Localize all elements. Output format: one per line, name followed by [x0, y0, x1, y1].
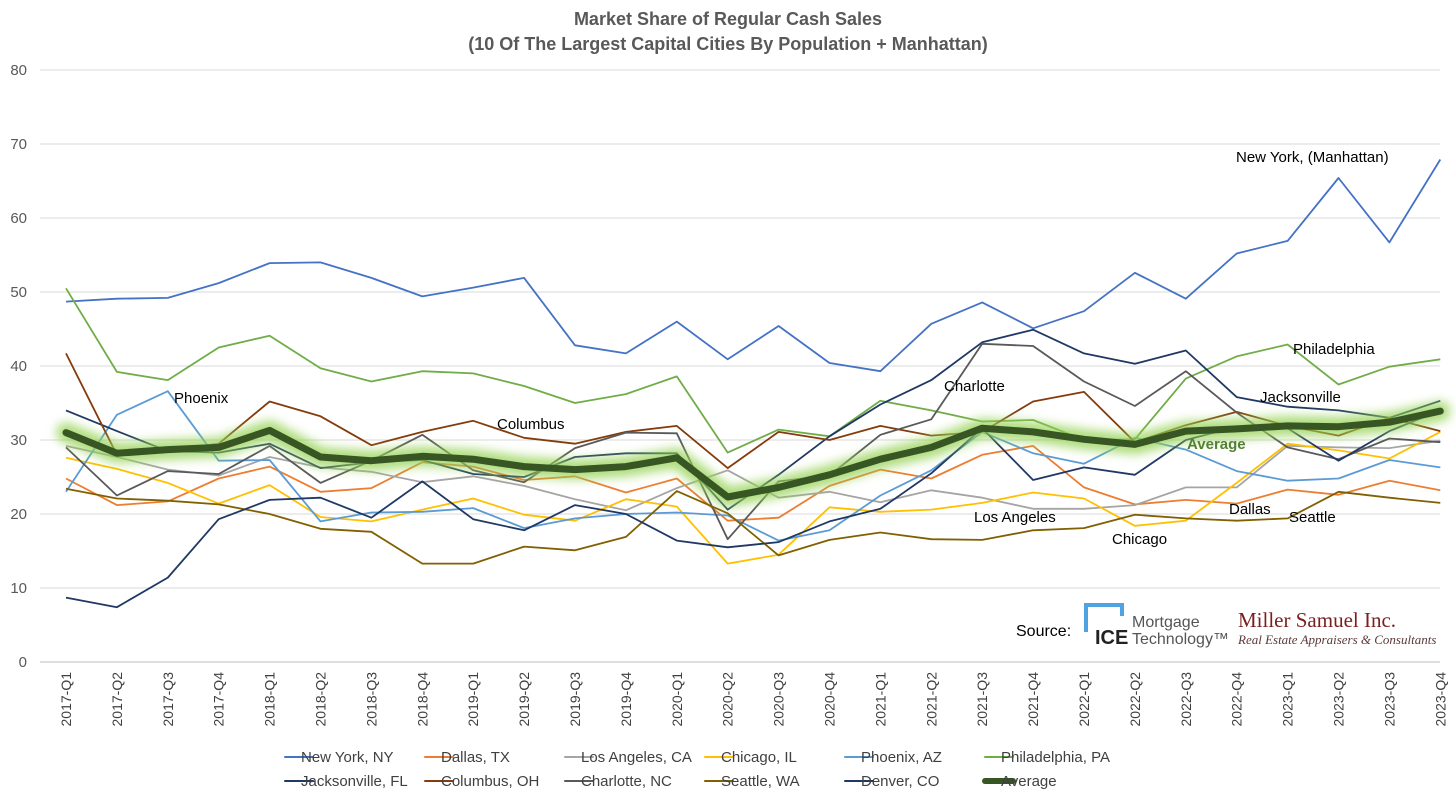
x-tick-label: 2018-Q1: [262, 672, 278, 727]
x-tick-label: 2020-Q1: [669, 672, 685, 727]
x-tick-label: 2020-Q3: [771, 672, 787, 727]
legend: New York, NY Dallas, TX Los Angeles, CA Chi…: [284, 749, 1110, 790]
source-label: Source:: [1016, 623, 1071, 640]
x-tick-label: 2021-Q1: [872, 672, 888, 727]
annotation-dallas: Dallas: [1229, 501, 1271, 518]
series-lines: [65, 159, 1442, 609]
annotation-los-angeles: Los Angeles: [974, 509, 1056, 526]
y-tick-label: 10: [10, 580, 27, 597]
series-line-chicago-il: [65, 431, 1441, 565]
series-average-line: [62, 407, 1444, 501]
ice-logo: ICE Mortgage Technology™: [1084, 603, 1229, 649]
annotation-columbus: Columbus: [497, 416, 565, 433]
x-axis-ticks: 2017-Q1 2017-Q2 2017-Q3 2017-Q4 2018-Q1 2018-…: [58, 672, 1448, 727]
y-tick-label: 30: [10, 432, 27, 449]
chart-title: Market Share of Regular Cash Sales: [574, 9, 882, 29]
x-tick-label: 2023-Q1: [1280, 672, 1296, 727]
legend-label-seattle-wa: Seattle, WA: [721, 773, 800, 790]
x-tick-label: 2022-Q4: [1229, 672, 1245, 727]
x-tick-label: 2019-Q2: [516, 672, 532, 727]
ice-line1: Mortgage: [1132, 614, 1200, 631]
source-block: Source: ICE Mortgage Technology™ Miller …: [1016, 603, 1436, 649]
x-tick-label: 2019-Q4: [618, 672, 634, 727]
x-tick-label: 2022-Q1: [1076, 672, 1092, 727]
legend-label-jacksonville-fl: Jacksonville, FL: [301, 773, 408, 790]
series-line-columbus-oh: [65, 352, 1441, 470]
x-tick-label: 2017-Q2: [109, 672, 125, 727]
x-tick-label: 2019-Q3: [567, 672, 583, 727]
y-axis-ticks: 0 10 20 30 40 50 60 70 80: [10, 62, 27, 671]
y-tick-label: 40: [10, 358, 27, 375]
annotation-average: Average: [1187, 436, 1246, 453]
x-tick-label: 2018-Q4: [414, 672, 430, 727]
y-tick-label: 60: [10, 210, 27, 227]
annotation-jacksonville: Jacksonville: [1260, 389, 1341, 406]
x-tick-label: 2020-Q4: [822, 672, 838, 727]
series-line-phoenix-az: [65, 390, 1441, 542]
annotation-charlotte: Charlotte: [944, 378, 1005, 395]
legend-label-dallas-tx: Dallas, TX: [441, 749, 510, 766]
legend-label-phoenix-az: Phoenix, AZ: [861, 749, 942, 766]
x-tick-label: 2021-Q3: [974, 672, 990, 727]
x-tick-label: 2017-Q3: [160, 672, 176, 727]
miller-samuel-subtitle: Real Estate Appraisers & Consultants: [1237, 632, 1436, 647]
x-tick-label: 2017-Q4: [211, 672, 227, 727]
series-line-philadelphia-pa: [65, 287, 1441, 454]
x-tick-label: 2023-Q3: [1381, 672, 1397, 727]
legend-label-new-york-ny: New York, NY: [301, 749, 394, 766]
annotation-new-york-manhattan: New York, (Manhattan): [1236, 149, 1389, 166]
x-tick-label: 2021-Q4: [1025, 672, 1041, 727]
x-tick-label: 2021-Q2: [923, 672, 939, 727]
legend-label-philadelphia-pa: Philadelphia, PA: [1001, 749, 1110, 766]
x-tick-label: 2020-Q2: [720, 672, 736, 727]
legend-label-denver-co: Denver, CO: [861, 773, 939, 790]
average-series: [56, 401, 1451, 507]
x-tick-label: 2022-Q2: [1127, 672, 1143, 727]
y-tick-label: 20: [10, 506, 27, 523]
ice-line2: Technology™: [1132, 631, 1229, 648]
x-tick-label: 2018-Q2: [313, 672, 329, 727]
chart-subtitle: (10 Of The Largest Capital Cities By Pop…: [468, 34, 988, 54]
gridlines: [40, 69, 1440, 663]
series-line-new-york-ny: [65, 159, 1442, 373]
series-line-charlotte-nc: [65, 342, 1441, 541]
x-tick-label: 2017-Q1: [58, 672, 74, 727]
legend-label-chicago-il: Chicago, IL: [721, 749, 797, 766]
annotation-seattle: Seattle: [1289, 509, 1336, 526]
y-tick-label: 70: [10, 136, 27, 153]
annotation-philadelphia: Philadelphia: [1293, 341, 1375, 358]
x-tick-label: 2018-Q3: [363, 672, 379, 727]
ice-bracket-icon: [1084, 603, 1124, 632]
x-tick-label: 2022-Q3: [1178, 672, 1194, 727]
x-tick-label: 2023-Q2: [1331, 672, 1347, 727]
legend-label-charlotte-nc: Charlotte, NC: [581, 773, 672, 790]
y-tick-label: 80: [10, 62, 27, 79]
legend-label-average: Average: [1001, 773, 1057, 790]
annotation-chicago: Chicago: [1112, 531, 1167, 548]
y-tick-label: 50: [10, 284, 27, 301]
miller-samuel-name: Miller Samuel Inc.: [1238, 608, 1396, 632]
annotation-phoenix: Phoenix: [174, 390, 229, 407]
legend-label-los-angeles-ca: Los Angeles, CA: [581, 749, 692, 766]
ice-brand-text: ICE: [1095, 627, 1128, 649]
x-tick-label: 2023-Q4: [1432, 672, 1448, 727]
y-tick-label: 0: [19, 654, 27, 671]
annotations: New York, (Manhattan) Philadelphia Jacks…: [174, 149, 1389, 548]
x-tick-label: 2019-Q1: [465, 672, 481, 727]
series-line-seattle-wa: [65, 487, 1441, 565]
legend-label-columbus-oh: Columbus, OH: [441, 773, 539, 790]
